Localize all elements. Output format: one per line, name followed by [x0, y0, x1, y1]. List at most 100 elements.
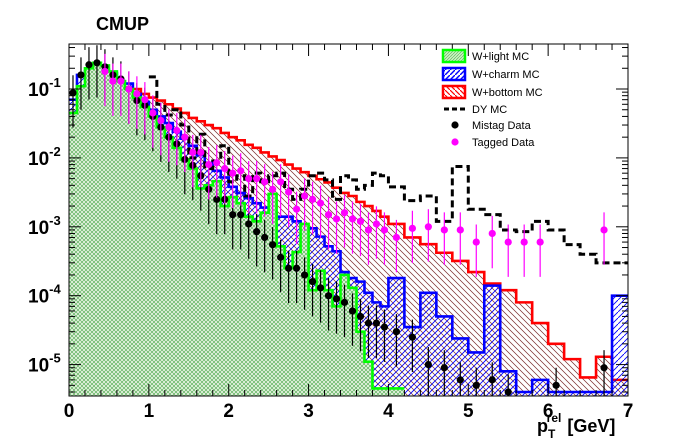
y-tick-label-base: 10: [28, 356, 49, 377]
x-axis-title-subscript: T: [548, 427, 556, 440]
point-tagged-data-0: [101, 67, 109, 76]
point-mistag-data-47: [504, 388, 512, 396]
legend-label-w-light: W+light MC: [472, 51, 529, 63]
x-tick-label-5: 5: [463, 401, 474, 422]
point-tagged-data-22: [277, 178, 285, 186]
x-axis-title-base: p: [537, 416, 548, 436]
point-mistag-data-39: [380, 323, 389, 331]
point-mistag-data-32: [324, 292, 333, 300]
point-tagged-data-35: [380, 226, 389, 234]
y-tick-label-exponent: -5: [49, 351, 61, 366]
x-tick-label-1: 1: [144, 401, 155, 422]
y-tick-label--1: 10-1: [28, 75, 61, 101]
point-tagged-data-38: [424, 223, 432, 231]
y-tick-label-exponent: -4: [49, 282, 61, 297]
legend-swatch-w-light: [441, 48, 467, 64]
point-mistag-data-2: [85, 61, 93, 69]
point-tagged-data-5: [141, 96, 149, 104]
point-tagged-data-40: [456, 226, 464, 234]
point-tagged-data-17: [237, 167, 245, 175]
point-tagged-data-9: [173, 126, 181, 135]
y-tick-label--5: 10-5: [28, 351, 61, 377]
point-tagged-data-4: [133, 90, 141, 98]
point-tagged-data-33: [364, 226, 373, 234]
y-tick-label-base: 10: [28, 80, 49, 101]
point-mistag-data-33: [332, 295, 341, 303]
y-tick-label-exponent: -1: [49, 75, 61, 90]
point-tagged-data-8: [165, 123, 173, 131]
point-tagged-data-13: [205, 160, 213, 169]
point-mistag-data-25: [269, 241, 277, 249]
point-tagged-data-11: [189, 148, 197, 157]
point-mistag-data-35: [348, 307, 357, 315]
point-tagged-data-32: [356, 217, 365, 225]
y-tick-label--3: 10-3: [28, 213, 61, 239]
point-mistag-data-40: [392, 328, 401, 336]
legend: W+light MC W+charm MC W+bottom MC DY MC …: [441, 48, 543, 149]
point-tagged-data-30: [340, 209, 349, 217]
x-tick-label-7: 7: [623, 401, 634, 422]
point-mistag-data-18: [213, 195, 221, 203]
point-mistag-data-36: [356, 312, 365, 321]
x-tick-label-4: 4: [383, 401, 394, 422]
point-tagged-data-2: [117, 77, 125, 85]
point-tagged-data-18: [245, 175, 253, 183]
point-mistag-data-3: [93, 59, 101, 67]
point-tagged-data-23: [285, 188, 293, 196]
legend-swatch-w-bottom: [441, 84, 467, 100]
point-tagged-data-15: [221, 164, 229, 173]
x-axis-title-unit: [GeV]: [567, 416, 615, 436]
point-mistag-data-44: [456, 376, 464, 384]
point-tagged-data-1: [109, 77, 117, 85]
x-tick-label-6: 6: [543, 401, 554, 422]
point-tagged-data-44: [520, 238, 528, 246]
point-mistag-data-21: [237, 211, 245, 219]
point-mistag-data-31: [316, 284, 325, 292]
y-tick-label-base: 10: [28, 287, 49, 308]
x-axis-title-superscript: rel: [547, 411, 562, 425]
y-tick-label-exponent: -3: [49, 213, 61, 228]
point-mistag-data-23: [253, 228, 261, 236]
point-tagged-data-45: [536, 238, 544, 246]
point-tagged-data-34: [372, 220, 381, 228]
point-tagged-data-19: [253, 175, 261, 183]
hist-outline-w-bottom-mc: [69, 79, 628, 382]
point-mistag-data-30: [308, 278, 317, 286]
point-tagged-data-37: [408, 224, 416, 232]
point-tagged-data-25: [300, 192, 309, 200]
data-points-layer: [69, 45, 608, 396]
axes: 0 1 2 3 4 5 6 710-110-210-310-410-5: [28, 44, 633, 422]
point-mistag-data-29: [300, 271, 309, 279]
x-tick-label-3: 3: [303, 401, 314, 422]
point-mistag-data-22: [245, 220, 253, 228]
point-mistag-data-37: [364, 319, 373, 327]
point-tagged-data-31: [348, 215, 357, 223]
legend-label-w-bottom: W+bottom MC: [472, 87, 543, 99]
legend-label-tagged: Tagged Data: [472, 137, 535, 149]
point-tagged-data-7: [157, 116, 165, 125]
point-tagged-data-29: [332, 215, 341, 223]
point-mistag-data-28: [292, 264, 301, 272]
hist-line-dy-mc: [148, 75, 628, 265]
plot-frame: [68, 43, 629, 397]
y-tick-label--4: 10-4: [28, 282, 61, 308]
point-mistag-data-27: [285, 264, 293, 272]
point-tagged-data-16: [229, 169, 237, 177]
point-mistag-data-20: [229, 211, 237, 219]
legend-marker-mistag: [451, 121, 459, 129]
legend-label-w-charm: W+charm MC: [472, 69, 540, 81]
point-tagged-data-21: [269, 185, 277, 193]
legend-label-dy: DY MC: [472, 104, 507, 116]
legend-swatch-w-charm: [441, 66, 467, 82]
point-tagged-data-28: [324, 211, 333, 219]
point-mistag-data-41: [408, 333, 416, 341]
hist-outline-w-light-mc: [69, 61, 405, 390]
y-tick-label--2: 10-2: [28, 144, 61, 170]
point-mistag-data-26: [277, 253, 285, 261]
point-tagged-data-6: [149, 109, 157, 117]
x-axis-title: pTrel [GeV]: [537, 411, 615, 440]
point-tagged-data-36: [392, 233, 401, 242]
point-tagged-data-43: [504, 238, 512, 246]
point-tagged-data-3: [125, 85, 133, 93]
point-tagged-data-20: [261, 178, 269, 186]
